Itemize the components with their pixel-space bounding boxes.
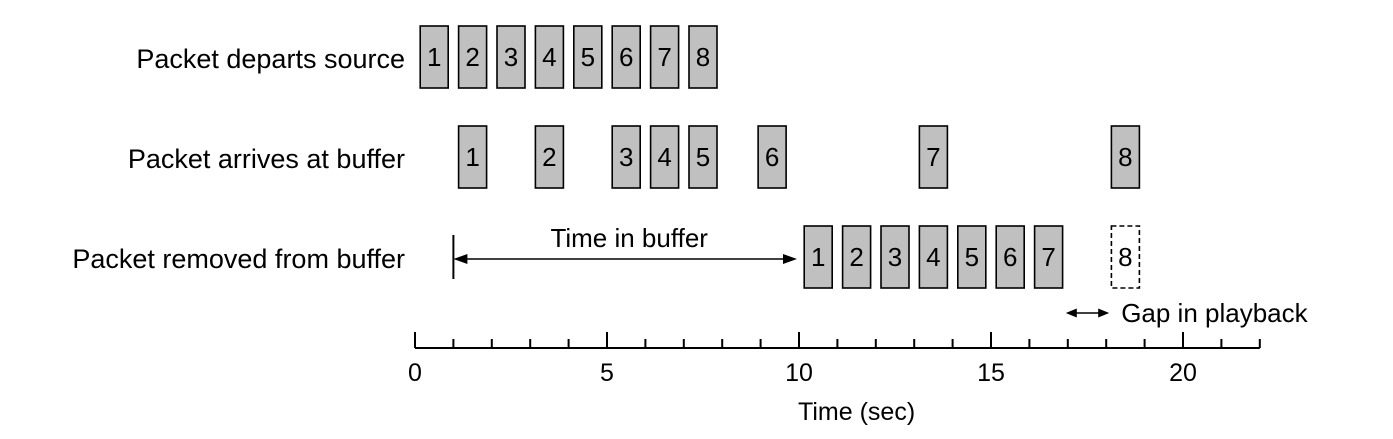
packet-2-1: 1	[457, 125, 488, 189]
row-label-packet-arrives-at-buffer: Packet arrives at buffer	[128, 144, 405, 174]
packet-number: 7	[1041, 242, 1055, 272]
packet-box	[956, 225, 987, 289]
time-axis: 0 5 10 15 20 Time (sec)	[408, 332, 1261, 426]
axis-ticks	[414, 332, 1261, 348]
gap-arrowhead-left-icon	[1065, 308, 1077, 318]
packet-box	[757, 125, 787, 189]
packet-1-6: 6	[611, 25, 642, 89]
packet-box	[611, 25, 642, 89]
tick-label: 5	[600, 359, 614, 387]
packet-1-5: 5	[572, 25, 603, 89]
packet-1-8: 8	[688, 25, 718, 89]
packet-2-5: 5	[688, 125, 718, 189]
packet-3-3: 3	[880, 225, 910, 289]
packet-box	[572, 25, 603, 89]
packet-number: 7	[657, 42, 671, 72]
tick-label: 0	[408, 359, 422, 387]
gap-in-playback-annotation: Gap in playback	[1065, 298, 1309, 328]
axis-title: Time (sec)	[798, 398, 915, 426]
packet-box	[1033, 225, 1064, 289]
packet-number: 2	[542, 142, 556, 172]
packet-box	[688, 125, 718, 189]
packet-1-4: 4	[534, 25, 565, 89]
packet-number: 1	[427, 42, 441, 72]
packet-1-7: 7	[649, 25, 680, 89]
packet-box	[457, 25, 488, 89]
packet-1-2: 2	[457, 25, 488, 89]
packet-box	[534, 125, 565, 189]
packet-2-8: 8	[1110, 125, 1141, 189]
packet-box	[841, 225, 872, 289]
packet-box	[611, 125, 642, 189]
packet-3-7: 7	[1033, 225, 1064, 289]
row-label-packet-removed-from-buffer: Packet removed from buffer	[72, 244, 405, 274]
packet-3-4: 4	[918, 225, 949, 289]
packet-box	[803, 225, 834, 289]
packet-box	[534, 25, 565, 89]
packet-number: 2	[465, 42, 479, 72]
packet-3-1: 1	[803, 225, 834, 289]
packet-number: 4	[926, 242, 940, 272]
packet-box	[496, 25, 526, 89]
packet-number: 8	[1118, 142, 1132, 172]
packet-number: 5	[696, 142, 710, 172]
packet-box	[880, 225, 910, 289]
packet-number: 6	[1003, 242, 1017, 272]
packet-number: 4	[542, 42, 556, 72]
arrowhead-right-icon	[783, 254, 797, 264]
packet-number: 8	[696, 42, 710, 72]
packet-number: 5	[965, 242, 979, 272]
arrowhead-left-icon	[453, 254, 468, 264]
packet-box	[457, 125, 488, 189]
tick-label: 10	[785, 359, 813, 387]
packet-number: 8	[1118, 242, 1132, 272]
tick-label: 15	[977, 359, 1005, 387]
packet-3-6: 6	[995, 225, 1026, 289]
packet-box	[419, 25, 450, 89]
gap-in-playback-label: Gap in playback	[1121, 298, 1308, 328]
packet-box	[1110, 125, 1141, 189]
packet-number: 1	[811, 242, 825, 272]
packet-number: 1	[465, 142, 479, 172]
packet-2-6: 6	[757, 125, 787, 189]
packet-2-7: 7	[918, 125, 949, 189]
packet-1-3: 3	[496, 25, 526, 89]
packet-box	[649, 25, 680, 89]
packet-number: 3	[888, 242, 902, 272]
row-labels: Packet departs source Packet arrives at b…	[72, 44, 405, 274]
packet-number: 3	[619, 142, 633, 172]
packet-number: 6	[619, 42, 633, 72]
time-in-buffer-label: Time in buffer	[550, 223, 708, 253]
packet-2-2: 2	[534, 125, 565, 189]
packet-number: 2	[849, 242, 863, 272]
packet-number: 5	[581, 42, 595, 72]
packets: 1 2 3 4 5 6 7 81 2 3 4 5 6 7 81 2 3 4 5 6 7 8	[419, 25, 1141, 289]
packet-number: 7	[926, 142, 940, 172]
packet-3-8: 8	[1110, 225, 1141, 289]
packet-number: 3	[504, 42, 518, 72]
row-label-packet-departs-source: Packet departs source	[136, 44, 405, 74]
packet-box-missing	[1110, 225, 1141, 289]
packet-box	[918, 225, 949, 289]
packet-3-5: 5	[956, 225, 987, 289]
axis-tick-labels: 0 5 10 15 20	[408, 359, 1197, 387]
packet-number: 6	[765, 142, 779, 172]
packet-1-1: 1	[419, 25, 450, 89]
packet-box	[649, 125, 680, 189]
time-in-buffer-annotation: Time in buffer	[452, 223, 797, 279]
packet-2-3: 3	[611, 125, 642, 189]
packet-3-2: 2	[841, 225, 872, 289]
gap-arrowhead-right-icon	[1098, 308, 1110, 318]
packet-box	[918, 125, 949, 189]
packet-box	[995, 225, 1026, 289]
tick-label: 20	[1169, 359, 1197, 387]
packet-box	[688, 25, 718, 89]
packet-2-4: 4	[649, 125, 680, 189]
packet-number: 4	[657, 142, 671, 172]
